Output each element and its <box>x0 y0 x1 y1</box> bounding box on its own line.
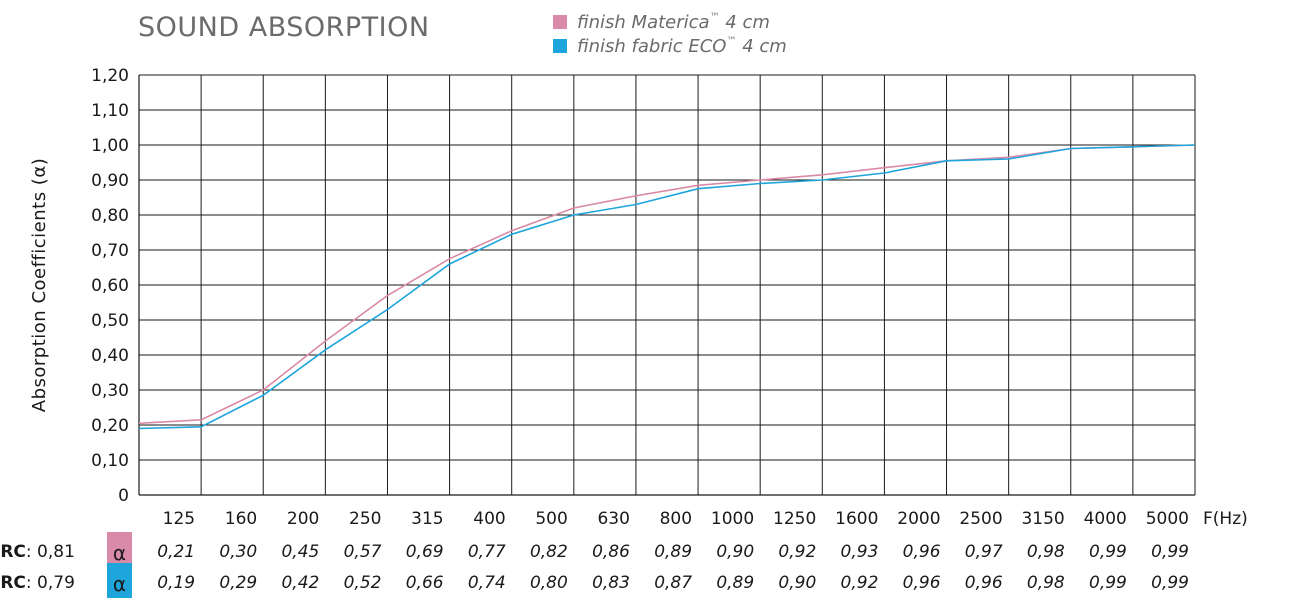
y-tick-label: 1,20 <box>91 66 129 86</box>
alpha-swatch <box>107 563 132 598</box>
row-value: 0,66 <box>406 573 444 593</box>
value-table: IRC: 0,81 α 0,21 0,30 0,45 0,57 0,69 0,77 0,82 0,… <box>0 532 1189 598</box>
y-tick-labels: 0 0,10 0,20 0,30 0,40 0,50 0,60 0,70 0,80 0,90 1,0… <box>91 66 129 506</box>
row-value: 0,96 <box>903 573 941 593</box>
row-value: 0,80 <box>530 573 568 593</box>
row-value: 0,96 <box>903 542 941 562</box>
row-value: 0,19 <box>157 573 195 593</box>
row-value: 0,77 <box>468 542 506 562</box>
x-tick-label: 315 <box>411 509 443 529</box>
x-tick-label: 5000 <box>1146 509 1189 529</box>
row-value: 0,99 <box>1089 542 1127 562</box>
x-tick-label: 160 <box>225 509 257 529</box>
x-tick-labels: 125 160 200 250 315 400 500 630 800 1000 1250 1600 2… <box>163 509 1189 529</box>
row-value: 0,92 <box>841 573 879 593</box>
row-value: 0,92 <box>778 542 816 562</box>
y-tick-label: 0,10 <box>91 451 129 471</box>
legend-swatch <box>553 15 567 29</box>
x-tick-label: 200 <box>287 509 319 529</box>
row-value: 0,86 <box>592 542 630 562</box>
row-value: 0,30 <box>219 542 257 562</box>
x-tick-label: 125 <box>163 509 195 529</box>
y-axis-label: Absorption Coefficients (α) <box>29 158 50 412</box>
legend-swatch <box>553 39 567 53</box>
row-value: 0,96 <box>965 573 1003 593</box>
y-tick-label: 0,40 <box>91 346 129 366</box>
irc-label: IRC: 0,81 <box>0 542 75 562</box>
row-value: 0,45 <box>281 542 319 562</box>
chart-title: SOUND ABSORPTION <box>138 12 430 43</box>
y-tick-label: 1,10 <box>91 101 129 121</box>
row-value: 0,93 <box>841 542 879 562</box>
x-tick-label: 400 <box>473 509 505 529</box>
row-value: 0,90 <box>778 573 816 593</box>
row-value: 0,29 <box>219 573 257 593</box>
y-tick-label: 0,60 <box>91 276 129 296</box>
row-value: 0,82 <box>530 542 568 562</box>
x-tick-label: 4000 <box>1084 509 1127 529</box>
alpha-swatch <box>107 532 132 567</box>
row-value: 0,99 <box>1089 573 1127 593</box>
row-value: 0,99 <box>1151 573 1189 593</box>
row-value: 0,52 <box>344 573 382 593</box>
x-tick-label: 800 <box>660 509 692 529</box>
x-axis-label: F(Hz) <box>1203 509 1248 529</box>
row-value: 0,21 <box>157 542 195 562</box>
row-value: 0,74 <box>468 573 506 593</box>
x-tick-label: 2000 <box>897 509 940 529</box>
row-value: 0,57 <box>344 542 382 562</box>
row-value: 0,42 <box>281 573 319 593</box>
x-tick-label: 500 <box>535 509 567 529</box>
y-tick-label: 0 <box>118 486 129 506</box>
legend: finish Materica™ 4 cm finish fabric ECO™ … <box>553 12 787 57</box>
y-tick-label: 1,00 <box>91 136 129 156</box>
row-value: 0,83 <box>592 573 630 593</box>
alpha-symbol: α <box>113 541 126 565</box>
y-tick-label: 0,80 <box>91 206 129 226</box>
y-tick-label: 0,20 <box>91 416 129 436</box>
row-value: 0,98 <box>1027 542 1065 562</box>
row-value: 0,89 <box>716 573 754 593</box>
row-value: 0,90 <box>716 542 754 562</box>
x-tick-label: 1600 <box>835 509 878 529</box>
series-line-1 <box>138 144 1196 425</box>
grid <box>138 74 1196 496</box>
row-value: 0,69 <box>406 542 444 562</box>
legend-entry: finish Materica™ 4 cm <box>577 12 770 33</box>
y-tick-label: 0,90 <box>91 171 129 191</box>
row-value: 0,89 <box>654 542 692 562</box>
series-lines <box>138 144 1196 430</box>
series-line-2 <box>138 144 1196 430</box>
legend-entry: finish fabric ECO™ 4 cm <box>577 36 787 57</box>
row-value: 0,97 <box>965 542 1003 562</box>
x-tick-label: 2500 <box>959 509 1002 529</box>
alpha-symbol: α <box>113 572 126 596</box>
irc-label: IRC: 0,79 <box>0 573 75 593</box>
x-tick-label: 1000 <box>711 509 754 529</box>
y-tick-label: 0,50 <box>91 311 129 331</box>
row-value: 0,98 <box>1027 573 1065 593</box>
y-tick-label: 0,30 <box>91 381 129 401</box>
x-tick-label: 3150 <box>1021 509 1064 529</box>
x-tick-label: 1250 <box>773 509 816 529</box>
row-value: 0,87 <box>654 573 692 593</box>
x-tick-label: 250 <box>349 509 381 529</box>
row-value: 0,99 <box>1151 542 1189 562</box>
x-tick-label: 630 <box>597 509 629 529</box>
y-tick-label: 0,70 <box>91 241 129 261</box>
